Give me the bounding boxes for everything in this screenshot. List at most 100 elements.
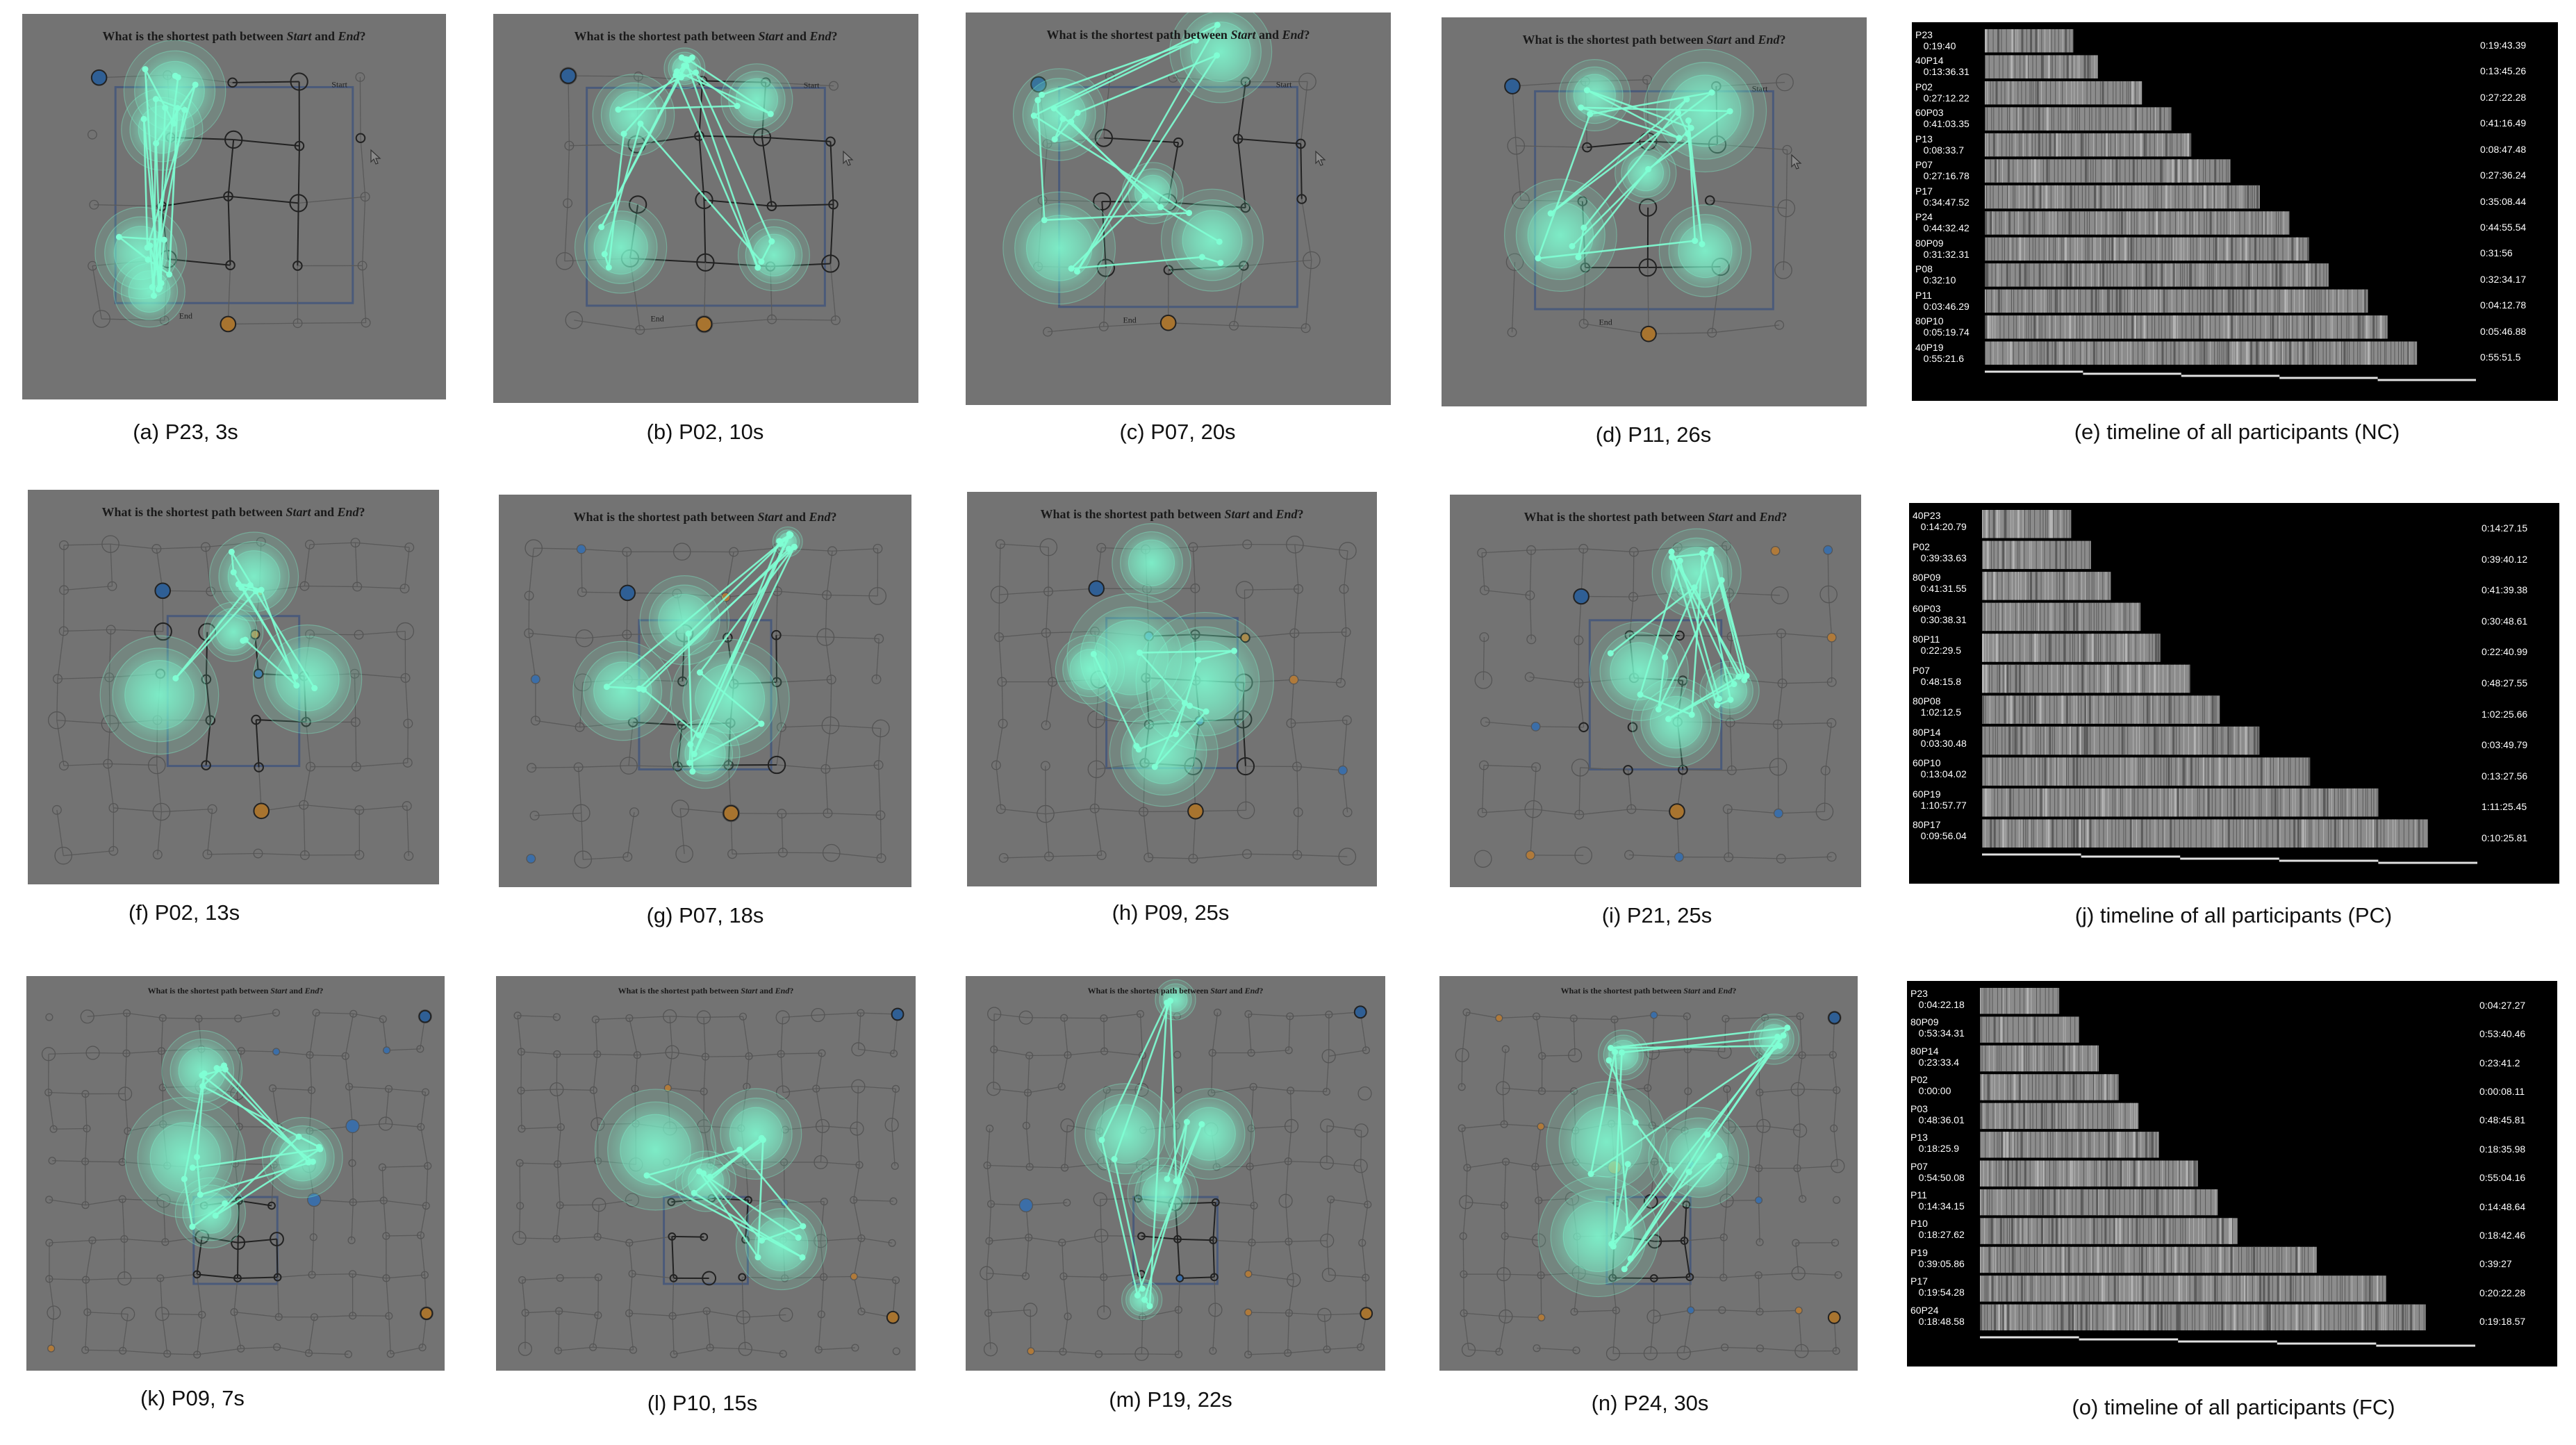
graph-node	[830, 315, 841, 325]
timeline-participant-label: 40P23 0:14:20.79	[1913, 510, 1967, 532]
graph-node	[1477, 547, 1487, 558]
fixation-point	[1041, 217, 1048, 224]
graph-node	[672, 543, 691, 561]
timeline-row-bar	[1982, 757, 2311, 786]
timeline-bars	[1985, 29, 2476, 381]
end-node	[220, 315, 237, 333]
graph-node	[41, 1047, 56, 1062]
graph-node	[1044, 851, 1054, 861]
graph-nodes	[555, 67, 841, 335]
graph-node	[1240, 632, 1250, 643]
fixation-point	[162, 104, 169, 111]
graph-node	[1538, 1052, 1546, 1060]
graph-node	[563, 198, 573, 208]
question-prefix: What is the shortest path between	[102, 29, 287, 43]
graph-node	[108, 845, 119, 856]
graph-node	[1532, 1012, 1541, 1021]
graph-node	[1341, 627, 1351, 637]
question-mid: and	[287, 986, 305, 996]
graph-node	[1790, 1082, 1805, 1096]
timeline-participant-label: P02 0:27:12.22	[1915, 81, 1970, 104]
graph-node	[589, 1086, 597, 1094]
graph-node	[814, 1346, 823, 1354]
graph-node	[554, 1346, 562, 1355]
graph-node	[1284, 1349, 1292, 1357]
graph-node	[92, 310, 110, 328]
graph-node	[292, 261, 303, 271]
graph-node	[59, 540, 69, 550]
graph-node	[817, 1310, 825, 1319]
timeline-row-bar	[1985, 55, 2098, 79]
graph-node	[1136, 1009, 1145, 1018]
graph-node	[290, 72, 308, 91]
graph-node	[1479, 632, 1489, 643]
graph-node	[591, 1117, 605, 1132]
graph-node	[1770, 545, 1781, 556]
graph-node	[382, 1274, 390, 1282]
gaze-panel-f: What is the shortest path between Start …	[28, 490, 439, 884]
graph-node	[1769, 757, 1787, 776]
graph-node	[200, 542, 210, 552]
graph-node	[1173, 137, 1184, 148]
timeline-participant-label: 60P03 0:41:03.35	[1915, 107, 1970, 130]
graph-node	[827, 546, 837, 556]
graph-node	[1721, 1343, 1729, 1352]
node-link-graph	[1474, 528, 1838, 868]
graph-node	[1322, 1087, 1330, 1096]
graph-node	[1237, 801, 1255, 820]
graph-node	[1339, 584, 1349, 594]
graph-node	[1298, 72, 1316, 91]
graph-node	[354, 850, 365, 860]
graph-node	[420, 1271, 429, 1279]
graph-node	[48, 1157, 56, 1165]
heat-core	[172, 1040, 233, 1101]
graph-node	[1246, 1162, 1254, 1171]
timeline-participant-label: 60P24 0:18:48.58	[1910, 1304, 1965, 1327]
graph-node	[227, 77, 238, 88]
graph-node	[1776, 628, 1786, 638]
graph-node	[1830, 1124, 1838, 1132]
question-prefix: What is the shortest path between	[1560, 986, 1684, 996]
graph-node	[206, 586, 216, 597]
graph-node	[997, 677, 1007, 687]
graph-node	[1650, 1157, 1659, 1166]
graph-node	[1093, 192, 1112, 211]
graph-node	[382, 1232, 390, 1240]
graph-node	[983, 1161, 991, 1170]
graph-node	[776, 722, 786, 732]
graph-node	[1357, 1086, 1372, 1101]
graph-node	[289, 194, 308, 213]
graph-node	[814, 1155, 828, 1170]
timeline-row-bar	[1980, 1103, 2139, 1130]
graph-node	[723, 632, 733, 643]
graph-node	[996, 804, 1006, 814]
question-prefix: What is the shortest path between	[1046, 28, 1231, 42]
graph-node	[1287, 1087, 1295, 1095]
graph-node	[1792, 1123, 1808, 1138]
question-prefix: What is the shortest path between	[1522, 33, 1707, 47]
question-end: End	[338, 29, 360, 43]
fixation-point	[643, 1172, 650, 1179]
graph-node	[1100, 1047, 1109, 1055]
graph-node	[1827, 1010, 1842, 1025]
end-label: End	[1123, 315, 1136, 324]
graph-node	[45, 1239, 53, 1247]
timeline-end-time: 0:19:43.39	[2480, 39, 2527, 51]
graph-node	[1676, 1346, 1691, 1360]
graph-node	[1208, 1048, 1216, 1057]
graph-node	[1248, 1239, 1256, 1247]
timeline-end-time: 0:55:04.16	[2479, 1172, 2526, 1184]
question-suffix: ?	[1303, 28, 1310, 42]
graph-node	[1358, 1239, 1367, 1247]
graph-node	[1756, 1238, 1764, 1246]
timeline-row-bar	[1985, 237, 2309, 261]
question-start: Start	[286, 29, 312, 43]
graph-node	[700, 1087, 708, 1096]
graph-node	[1505, 253, 1524, 272]
graph-node	[1799, 1195, 1807, 1203]
graph-node	[1725, 718, 1735, 727]
timeline-row-bar	[1980, 1132, 2159, 1158]
heat-core	[1182, 13, 1260, 90]
graph-node	[155, 1307, 170, 1321]
timeline-participant-label: P02 0:39:33.63	[1913, 540, 1967, 563]
